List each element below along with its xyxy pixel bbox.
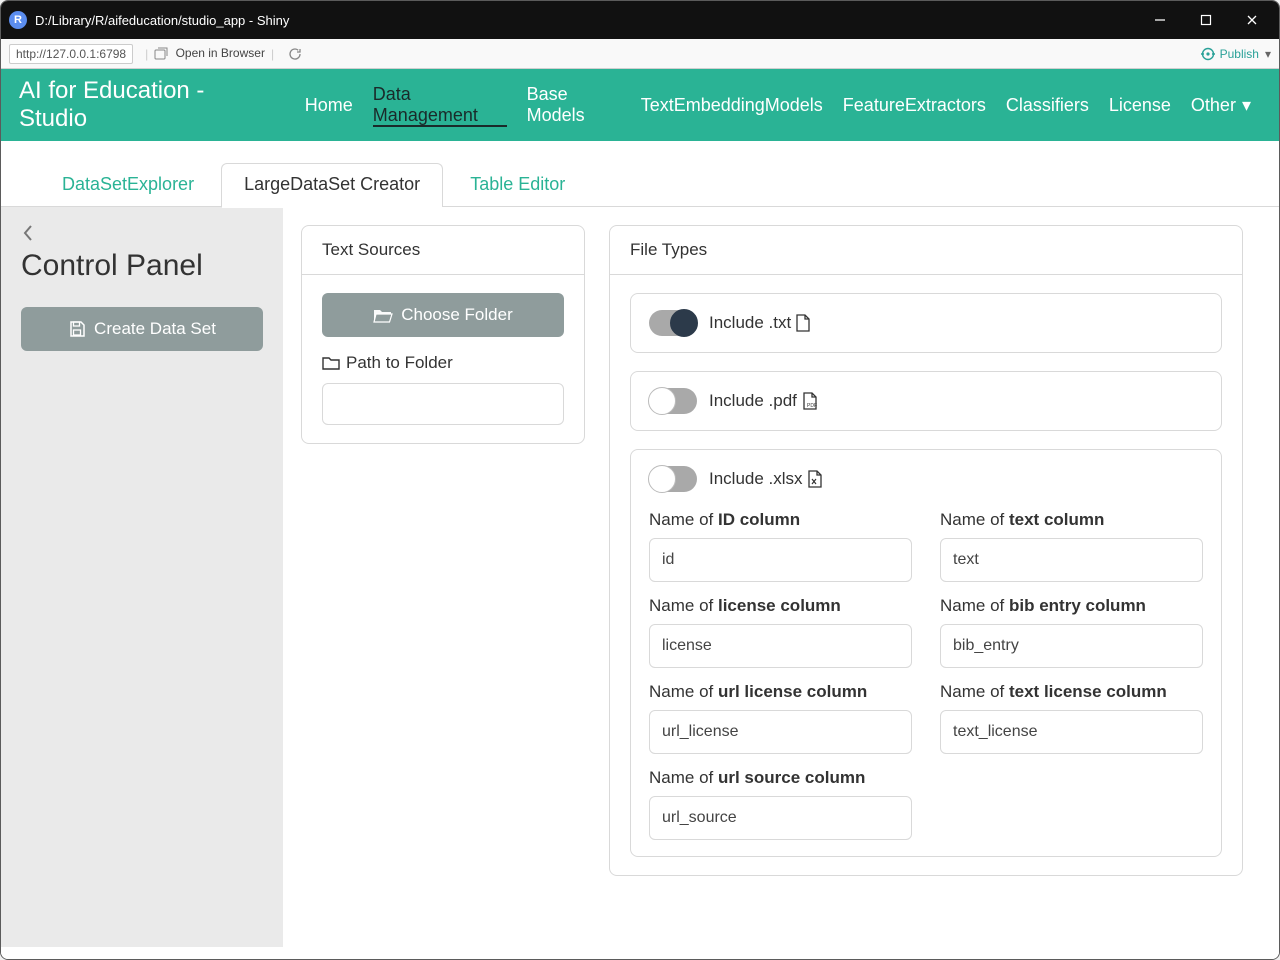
xlsx-field-label-url_source: Name of url source column — [649, 768, 912, 788]
file-txt-icon — [795, 314, 811, 332]
xlsx-field-input-bib_entry[interactable] — [940, 624, 1203, 668]
nav-item-home[interactable]: Home — [295, 69, 363, 141]
xlsx-field-label-id: Name of ID column — [649, 510, 912, 530]
refresh-button[interactable] — [288, 47, 302, 61]
xlsx-field-label-text: Name of text column — [940, 510, 1203, 530]
xlsx-field-label-url_license: Name of url license column — [649, 682, 912, 702]
maximize-icon — [1200, 14, 1212, 26]
sidebar-collapse-button[interactable] — [21, 223, 263, 243]
include-txt-switch[interactable] — [649, 310, 697, 336]
window-title: D:/Library/R/aifeducation/studio_app - S… — [35, 13, 1137, 28]
minimize-icon — [1154, 14, 1166, 26]
include-pdf-label: Include .pdf PDF — [709, 391, 819, 411]
nav-item-featureextractors[interactable]: FeatureExtractors — [833, 69, 996, 141]
nav-item-classifiers[interactable]: Classifiers — [996, 69, 1099, 141]
create-dataset-button[interactable]: Create Data Set — [21, 307, 263, 351]
chevron-left-icon — [21, 223, 35, 243]
save-icon — [68, 320, 86, 338]
include-txt-label: Include .txt — [709, 313, 811, 333]
browser-popout-icon — [154, 47, 168, 61]
nav-item-other[interactable]: Other▾ — [1181, 69, 1261, 141]
publish-button[interactable]: Publish ▾ — [1200, 46, 1271, 62]
xlsx-field-label-bib_entry: Name of bib entry column — [940, 596, 1203, 616]
include-pdf-block: Include .pdf PDF — [630, 371, 1222, 431]
window-titlebar: R D:/Library/R/aifeducation/studio_app -… — [1, 1, 1279, 39]
include-xlsx-block: Include .xlsx Name of ID column Name of t… — [630, 449, 1222, 857]
open-in-browser-button[interactable]: Open in Browser — [154, 46, 265, 61]
text-sources-card: Text Sources Choose Folder Path to Folde… — [301, 225, 585, 444]
xlsx-field-bib_entry: Name of bib entry column — [940, 596, 1203, 668]
choose-folder-label: Choose Folder — [401, 305, 513, 325]
tabs-row: DataSetExplorerLargeDataSet CreatorTable… — [1, 141, 1279, 207]
folder-icon — [322, 355, 340, 371]
xlsx-field-input-license[interactable] — [649, 624, 912, 668]
publish-icon — [1200, 46, 1216, 62]
sidebar-title: Control Panel — [21, 249, 263, 283]
xlsx-field-text_license: Name of text license column — [940, 682, 1203, 754]
xlsx-field-license: Name of license column — [649, 596, 912, 668]
nav-item-data-management[interactable]: Data Management — [363, 69, 517, 141]
close-icon — [1246, 14, 1258, 26]
caret-down-icon: ▾ — [1242, 95, 1251, 116]
main-nav: AI for Education - Studio HomeData Manag… — [1, 69, 1279, 141]
include-xlsx-switch[interactable] — [649, 466, 697, 492]
xlsx-field-id: Name of ID column — [649, 510, 912, 582]
control-panel-sidebar: Control Panel Create Data Set — [1, 207, 283, 947]
text-sources-header: Text Sources — [302, 226, 584, 275]
svg-text:PDF: PDF — [807, 403, 817, 409]
xlsx-field-url_license: Name of url license column — [649, 682, 912, 754]
xlsx-field-url_source: Name of url source column — [649, 768, 912, 840]
create-dataset-label: Create Data Set — [94, 319, 216, 339]
file-xlsx-icon — [807, 470, 823, 488]
address-field[interactable]: http://127.0.0.1:6798 — [9, 44, 133, 64]
nav-item-license[interactable]: License — [1099, 69, 1181, 141]
include-pdf-switch[interactable] — [649, 388, 697, 414]
app-badge: R — [9, 11, 27, 29]
xlsx-field-input-url_source[interactable] — [649, 796, 912, 840]
publish-label: Publish — [1220, 47, 1259, 61]
xlsx-field-input-id[interactable] — [649, 538, 912, 582]
tab-datasetexplorer[interactable]: DataSetExplorer — [39, 163, 217, 207]
window-close-button[interactable] — [1229, 1, 1275, 39]
include-txt-block: Include .txt — [630, 293, 1222, 353]
choose-folder-button[interactable]: Choose Folder — [322, 293, 564, 337]
open-in-browser-label: Open in Browser — [176, 46, 265, 60]
xlsx-field-input-url_license[interactable] — [649, 710, 912, 754]
caret-down-icon: ▾ — [1265, 47, 1271, 61]
file-pdf-icon: PDF — [801, 392, 819, 410]
tab-largedataset-creator[interactable]: LargeDataSet Creator — [221, 163, 443, 207]
file-types-card: File Types Include .txt — [609, 225, 1243, 876]
xlsx-field-input-text[interactable] — [940, 538, 1203, 582]
nav-item-base-models[interactable]: Base Models — [517, 69, 631, 141]
xlsx-field-text: Name of text column — [940, 510, 1203, 582]
tab-table-editor[interactable]: Table Editor — [447, 163, 588, 207]
path-to-folder-input[interactable] — [322, 383, 564, 425]
refresh-icon — [288, 47, 302, 61]
xlsx-field-input-text_license[interactable] — [940, 710, 1203, 754]
file-types-header: File Types — [610, 226, 1242, 275]
window-minimize-button[interactable] — [1137, 1, 1183, 39]
include-xlsx-label: Include .xlsx — [709, 469, 823, 489]
brand-title: AI for Education - Studio — [19, 77, 273, 133]
xlsx-field-label-license: Name of license column — [649, 596, 912, 616]
window-maximize-button[interactable] — [1183, 1, 1229, 39]
path-to-folder-label: Path to Folder — [322, 353, 564, 373]
nav-item-textembeddingmodels[interactable]: TextEmbeddingModels — [631, 69, 833, 141]
xlsx-field-label-text_license: Name of text license column — [940, 682, 1203, 702]
browser-toolbar: http://127.0.0.1:6798 | Open in Browser … — [1, 39, 1279, 69]
folder-open-icon — [373, 307, 393, 323]
